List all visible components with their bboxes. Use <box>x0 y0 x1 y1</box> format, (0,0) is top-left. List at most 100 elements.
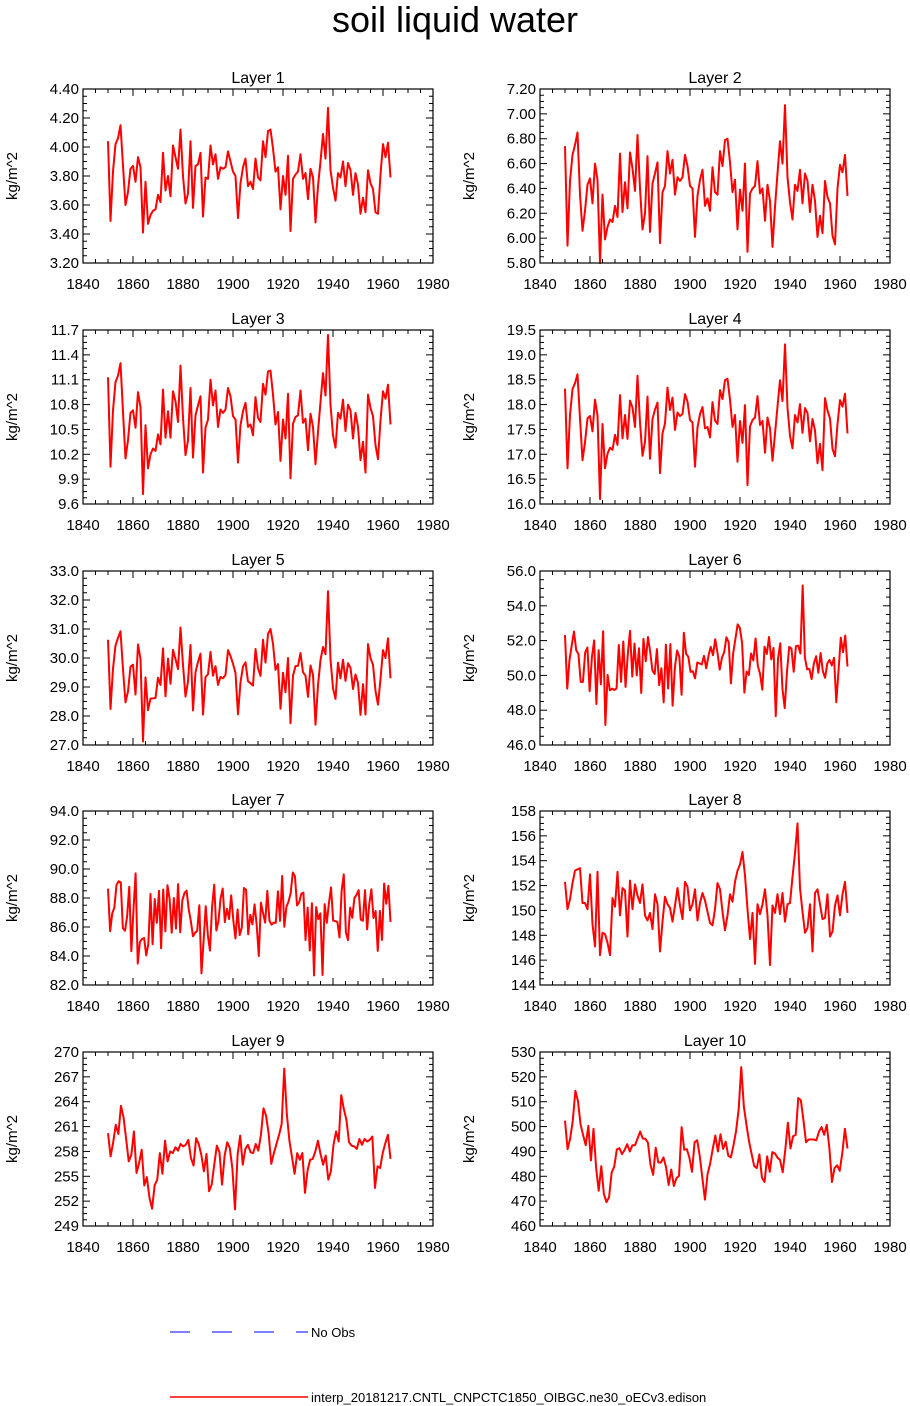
x-tick-label: 1840 <box>66 517 99 534</box>
panel-title: Layer 5 <box>231 552 284 569</box>
plot-frame <box>539 88 891 264</box>
x-tick-label: 1840 <box>66 998 99 1015</box>
y-tick-label: 17.0 <box>507 446 536 463</box>
y-axis-label: kg/m^2 <box>461 874 478 922</box>
x-tick-label: 1880 <box>166 1239 199 1256</box>
series-line <box>564 822 849 967</box>
y-tick-label: 50.0 <box>507 667 536 684</box>
y-tick-label: 48.0 <box>507 702 536 719</box>
x-tick-label: 1880 <box>166 998 199 1015</box>
x-tick-label: 1900 <box>216 758 249 775</box>
y-tick-label: 156 <box>511 828 536 845</box>
y-tick-label: 54.0 <box>507 598 536 615</box>
y-tick-label: 6.20 <box>507 205 536 222</box>
y-tick-label: 17.5 <box>507 421 536 438</box>
x-tick-label: 1920 <box>266 1239 299 1256</box>
y-tick-label: 19.5 <box>507 322 536 339</box>
x-tick-label: 1860 <box>573 276 606 293</box>
x-tick-label: 1860 <box>116 1239 149 1256</box>
y-tick-label: 33.0 <box>50 563 79 580</box>
x-tick-label: 1860 <box>573 998 606 1015</box>
y-tick-label: 6.80 <box>507 131 536 148</box>
x-tick-label: 1960 <box>823 998 856 1015</box>
legend: No Obs interp_20181217.CNTL_CNPCTC1850_OI… <box>170 1325 706 1405</box>
x-tick-label: 1880 <box>166 276 199 293</box>
x-tick-label: 1940 <box>316 998 349 1015</box>
y-axis-label: kg/m^2 <box>4 393 21 441</box>
x-tick-label: 1840 <box>523 276 556 293</box>
y-tick-label: 3.80 <box>50 168 79 185</box>
x-tick-label: 1900 <box>216 276 249 293</box>
plot-frame <box>82 810 434 986</box>
panel-layer-3: Layer 3 kg/m^2 1840 1860 1880 1900 1920 1940 196… <box>4 311 450 534</box>
y-tick-label: 3.40 <box>50 226 79 243</box>
panel-title: Layer 2 <box>688 70 741 87</box>
x-tick-label: 1960 <box>823 758 856 775</box>
y-tick-label: 92.0 <box>50 832 79 849</box>
series-line <box>564 584 849 726</box>
series-line <box>107 106 392 234</box>
y-tick-label: 31.0 <box>50 621 79 638</box>
panel-layer-9: Layer 9 kg/m^2 1840 1860 1880 1900 1920 1940 196… <box>4 1033 450 1256</box>
x-tick-label: 1840 <box>523 517 556 534</box>
x-tick-label: 1980 <box>873 1239 906 1256</box>
x-tick-label: 1960 <box>366 1239 399 1256</box>
y-tick-label: 500 <box>511 1119 536 1136</box>
x-tick-label: 1900 <box>673 517 706 534</box>
series-line <box>107 1067 392 1211</box>
x-tick-label: 1980 <box>416 517 449 534</box>
x-tick-label: 1900 <box>216 1239 249 1256</box>
x-tick-label: 1860 <box>573 758 606 775</box>
x-tick-label: 1840 <box>523 1239 556 1256</box>
y-tick-label: 30.0 <box>50 650 79 667</box>
x-tick-label: 1900 <box>673 276 706 293</box>
x-tick-label: 1920 <box>266 276 299 293</box>
y-tick-label: 152 <box>511 878 536 895</box>
x-tick-label: 1920 <box>266 517 299 534</box>
y-tick-label: 16.0 <box>507 496 536 513</box>
y-tick-label: 510 <box>511 1094 536 1111</box>
plot-frame <box>539 570 891 746</box>
x-tick-label: 1940 <box>773 998 806 1015</box>
y-tick-label: 3.60 <box>50 197 79 214</box>
y-tick-label: 520 <box>511 1069 536 1086</box>
y-tick-label: 18.0 <box>507 397 536 414</box>
panel-title: Layer 7 <box>231 792 284 809</box>
y-tick-label: 10.8 <box>50 397 79 414</box>
y-tick-label: 90.0 <box>50 861 79 878</box>
x-tick-label: 1900 <box>216 517 249 534</box>
x-tick-label: 1960 <box>823 517 856 534</box>
panel-layer-8: Layer 8 kg/m^2 1840 1860 1880 1900 1920 1940 196… <box>461 792 907 1015</box>
y-tick-label: 530 <box>511 1044 536 1061</box>
x-tick-label: 1980 <box>416 1239 449 1256</box>
x-tick-label: 1940 <box>773 758 806 775</box>
y-tick-label: 88.0 <box>50 890 79 907</box>
series-line <box>107 871 392 977</box>
legend-obs-label: No Obs <box>311 1325 356 1340</box>
x-tick-label: 1940 <box>316 1239 349 1256</box>
x-tick-label: 1860 <box>116 276 149 293</box>
y-tick-label: 46.0 <box>507 737 536 754</box>
y-tick-label: 29.0 <box>50 679 79 696</box>
plot-frame <box>82 329 434 505</box>
x-tick-label: 1880 <box>166 758 199 775</box>
panel-layer-1: Layer 1 kg/m^2 1840 1860 1880 1900 1920 1940 196… <box>4 70 450 293</box>
panel-title: Layer 10 <box>684 1033 746 1050</box>
x-tick-label: 1880 <box>166 517 199 534</box>
x-tick-label: 1900 <box>673 758 706 775</box>
panel-title: Layer 6 <box>688 552 741 569</box>
y-tick-label: 480 <box>511 1168 536 1185</box>
x-tick-label: 1900 <box>216 998 249 1015</box>
x-tick-label: 1880 <box>623 1239 656 1256</box>
x-tick-label: 1920 <box>723 758 756 775</box>
y-tick-label: 154 <box>511 853 536 870</box>
y-axis-label: kg/m^2 <box>4 634 21 682</box>
panel-layer-5: Layer 5 kg/m^2 1840 1860 1880 1900 1920 1940 196… <box>4 552 450 775</box>
panel-layer-2: Layer 2 kg/m^2 1840 1860 1880 1900 1920 1940 196… <box>461 70 907 293</box>
series-line <box>564 104 849 264</box>
y-tick-label: 28.0 <box>50 708 79 725</box>
y-tick-label: 27.0 <box>50 737 79 754</box>
panel-title: Layer 8 <box>688 792 741 809</box>
y-tick-label: 5.80 <box>507 255 536 272</box>
x-tick-label: 1840 <box>66 758 99 775</box>
